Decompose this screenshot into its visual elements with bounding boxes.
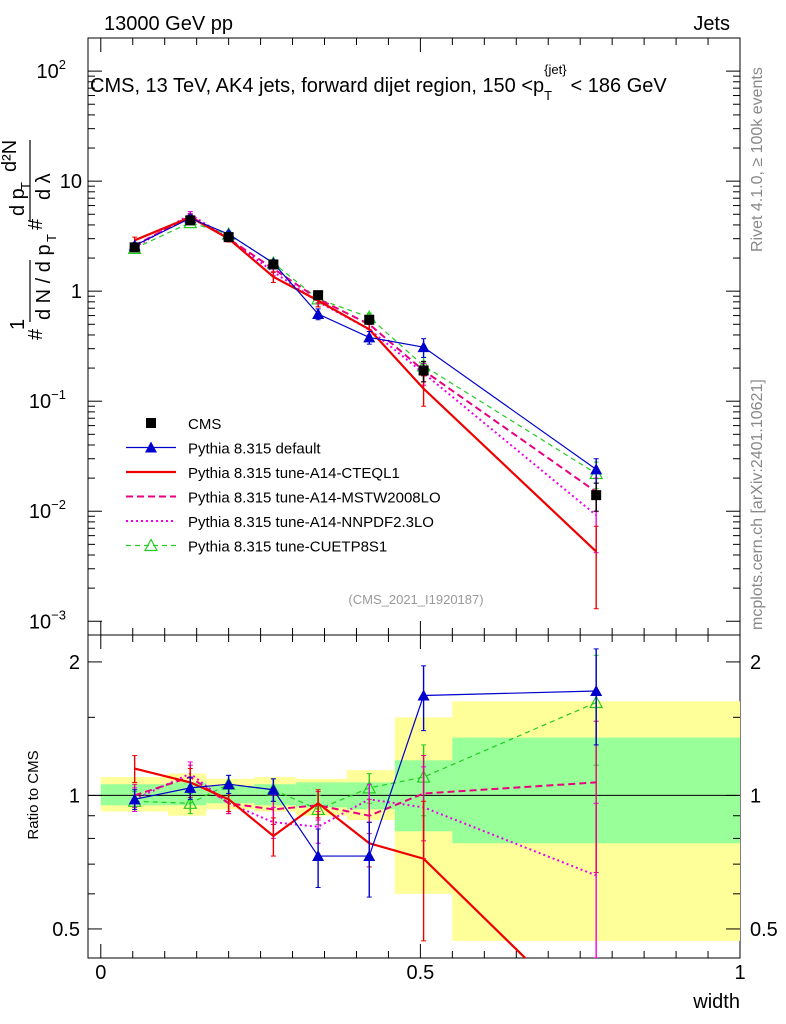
main-line-nnpdf	[134, 213, 597, 516]
main-ytick-label: 102	[37, 57, 66, 83]
ratio-point-default	[590, 684, 603, 696]
main-point-default	[312, 308, 325, 320]
ylabel-T1: T	[44, 234, 59, 242]
legend-entry-cms: CMS	[146, 416, 221, 433]
main-ytick-label: 1	[71, 281, 82, 303]
legend-label-cteql1: Pythia 8.315 tune-A14-CTEQL1	[188, 465, 400, 482]
ratio-point-default	[312, 850, 325, 862]
main-point-cms	[223, 232, 234, 243]
ratio-xtick-label: 0.5	[406, 962, 434, 984]
ratio-ytick-label: 0.5	[52, 919, 80, 941]
main-series-cms	[129, 215, 602, 512]
ylabel-hash1: #	[25, 328, 47, 340]
ratio-point-cuetp8s1	[183, 796, 198, 809]
main-point-cms	[591, 490, 602, 501]
legend-entry-default: Pythia 8.315 default	[126, 441, 321, 458]
ylabel-hash2: #	[25, 218, 47, 230]
main-ytick-label: 10−1	[29, 387, 66, 413]
plot-title: CMS, 13 TeV, AK4 jets, forward dijet reg…	[90, 62, 667, 103]
main-point-default	[417, 341, 430, 353]
ratio-band-inner	[295, 782, 347, 808]
legend-entry-mstw: Pythia 8.315 tune-A14-MSTW2008LO	[126, 490, 441, 507]
legend-label-cuetp8s1: Pythia 8.315 tune-CUETP8S1	[188, 539, 387, 556]
ratio-point-default	[363, 850, 376, 862]
main-point-cms	[364, 314, 375, 325]
legend-marker-cuetp8s1	[143, 538, 159, 552]
ratio-xtick-label: 1	[734, 962, 745, 984]
x-axis-label: width	[692, 991, 740, 1013]
ylabel-dl: d λ	[33, 173, 55, 200]
rivet-version: Rivet 4.1.0, ≥ 100k events	[749, 67, 766, 252]
main-ytick-label: 10	[60, 171, 82, 193]
ratio-point-default	[222, 778, 235, 790]
ratio-point-default	[417, 689, 430, 701]
header-category: Jets	[693, 13, 730, 35]
ratio-ytick-label-right: 1	[750, 785, 761, 807]
ratio-line-default	[134, 690, 597, 857]
legend-marker-default	[145, 441, 157, 453]
main-point-cms	[313, 290, 324, 301]
main-ytick-label: 10−2	[29, 497, 66, 523]
ratio-point-default	[128, 793, 141, 805]
main-point-default	[590, 463, 603, 475]
ratio-series-default	[128, 648, 603, 898]
main-ylabel: # 1 d N / d p T # d p T d λ d²N	[0, 140, 59, 340]
mcplots-credit: mcplots.cern.ch [arXiv:2401.10621]	[749, 379, 766, 630]
plot-title-prefix: CMS, 13 TeV, AK4 jets, forward dijet reg…	[90, 75, 544, 97]
ratio-ytick-label-right: 0.5	[750, 919, 778, 941]
ratio-line-nnpdf	[134, 772, 597, 877]
main-line-cuetp8s1	[134, 221, 597, 475]
legend-label-nnpdf: Pythia 8.315 tune-A14-NNPDF2.3LO	[188, 514, 434, 531]
legend-label-mstw: Pythia 8.315 tune-A14-MSTW2008LO	[188, 490, 441, 507]
ratio-line-mstw	[134, 775, 597, 817]
legend-label-cms: CMS	[188, 416, 221, 433]
plot-title-suffix: < 186 GeV	[571, 75, 668, 97]
main-ytick-label: 10−3	[29, 607, 66, 633]
main-plot-frame	[87, 37, 741, 636]
main-line-default	[134, 217, 597, 470]
analysis-id: (CMS_2021_I1920187)	[348, 592, 483, 607]
main-point-cms	[268, 259, 279, 270]
ratio-panel: 0.5 0.51 12 20 0.5 1	[52, 635, 778, 984]
ratio-point-default	[267, 783, 280, 795]
legend: CMS Pythia 8.315 default Pythia 8.315 tune…	[126, 416, 441, 556]
ylabel-one: 1	[7, 319, 29, 330]
legend-marker-cms	[146, 418, 156, 428]
legend-label-default: Pythia 8.315 default	[188, 441, 321, 458]
ratio-ylabel: Ratio to CMS	[25, 750, 42, 839]
legend-entry-cuetp8s1: Pythia 8.315 tune-CUETP8S1	[126, 538, 387, 556]
main-point-default	[363, 331, 376, 343]
ratio-ytick-label: 2	[69, 652, 80, 674]
ratio-ytick-label: 1	[69, 785, 80, 807]
ratio-point-default	[184, 781, 197, 793]
ratio-xtick-label: 0	[95, 962, 106, 984]
legend-entry-cteql1: Pythia 8.315 tune-A14-CTEQL1	[126, 465, 400, 482]
plot-title-sup: {jet}	[544, 62, 567, 77]
main-point-cms	[129, 242, 140, 253]
main-point-cms	[418, 365, 429, 376]
main-point-cms	[185, 215, 196, 226]
plot-title-sub: T	[544, 88, 552, 103]
ylabel-T2: T	[18, 182, 33, 190]
ylabel-d2N: d²N	[0, 140, 21, 172]
ratio-ytick-label-right: 2	[750, 652, 761, 674]
legend-entry-nnpdf: Pythia 8.315 tune-A14-NNPDF2.3LO	[126, 514, 434, 531]
ylabel-dp: d p	[7, 188, 29, 216]
ratio-band-inner	[206, 786, 255, 804]
header-energy: 13000 GeV pp	[104, 13, 233, 35]
ratio-line-cteql1	[134, 767, 527, 958]
main-panel: 10−3 10−2 10−1 1 10 102	[29, 37, 741, 635]
ylabel-dN: d N / d p	[33, 244, 55, 320]
